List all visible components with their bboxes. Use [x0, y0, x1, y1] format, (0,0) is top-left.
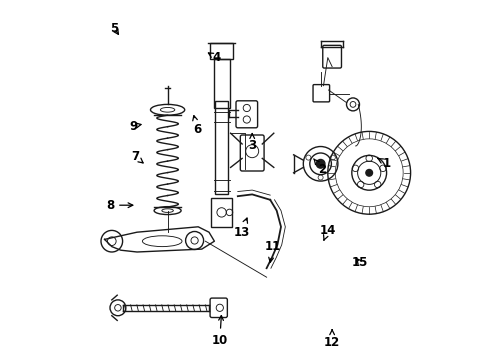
Text: 15: 15: [352, 256, 368, 269]
Text: 5: 5: [111, 22, 119, 35]
Text: 2: 2: [314, 159, 326, 176]
Bar: [210, 43, 233, 59]
Text: 14: 14: [319, 224, 336, 240]
Polygon shape: [104, 227, 215, 252]
Circle shape: [316, 159, 325, 168]
Text: 6: 6: [193, 116, 201, 136]
Bar: [211, 198, 232, 227]
Circle shape: [366, 170, 372, 176]
Text: 4: 4: [208, 51, 220, 64]
Bar: [214, 59, 229, 108]
Text: 13: 13: [233, 218, 249, 239]
Text: 1: 1: [378, 157, 391, 170]
Text: 12: 12: [324, 330, 340, 348]
Text: 10: 10: [212, 316, 228, 347]
Bar: [215, 101, 228, 194]
Text: 9: 9: [129, 120, 141, 132]
Text: 3: 3: [248, 134, 256, 152]
Text: 11: 11: [265, 240, 281, 262]
Text: 7: 7: [131, 150, 143, 163]
Text: 8: 8: [106, 199, 133, 212]
